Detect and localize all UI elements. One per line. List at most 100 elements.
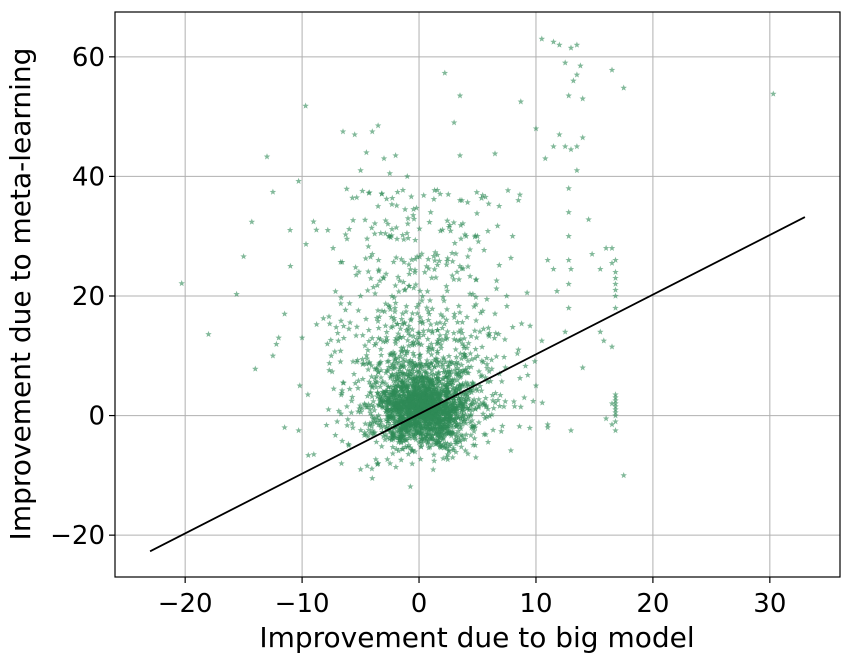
scatter-point <box>337 317 345 324</box>
scatter-point <box>368 465 376 472</box>
scatter-point <box>400 398 408 405</box>
scatter-point <box>375 324 382 331</box>
scatter-point <box>453 268 461 275</box>
scatter-point <box>434 326 441 333</box>
scatter-point <box>448 432 455 439</box>
scatter-point <box>444 382 451 389</box>
scatter-point <box>459 412 466 419</box>
scatter-point <box>263 153 271 160</box>
scatter-point <box>310 218 317 225</box>
grid-lines <box>115 12 840 577</box>
scatter-point <box>375 334 382 342</box>
scatter-point <box>368 422 376 429</box>
scatter-point <box>401 376 409 383</box>
scatter-point <box>459 432 466 439</box>
scatter-point <box>452 361 460 368</box>
scatter-point <box>476 328 484 335</box>
scatter-point <box>384 220 392 227</box>
scatter-point <box>369 427 376 434</box>
scatter-point <box>488 356 495 363</box>
scatter-point <box>328 368 336 375</box>
scatter-point <box>368 401 375 409</box>
scatter-point <box>468 406 476 413</box>
scatter-point <box>382 431 389 438</box>
scatter-point <box>371 341 378 348</box>
scatter-point <box>434 251 441 258</box>
scatter-point <box>450 394 458 401</box>
scatter-point <box>397 397 405 404</box>
scatter-point <box>467 363 475 370</box>
scatter-point <box>414 339 421 346</box>
scatter-point <box>565 304 572 311</box>
scatter-point <box>418 341 425 348</box>
scatter-point <box>462 232 470 239</box>
scatter-point <box>357 426 365 434</box>
scatter-point <box>450 276 458 283</box>
scatter-point <box>454 405 461 412</box>
scatter-point <box>454 401 461 408</box>
scatter-point <box>375 369 382 376</box>
scatter-point <box>426 393 433 401</box>
scatter-point <box>286 226 294 233</box>
scatter-point <box>464 415 471 422</box>
scatter-point <box>444 328 451 335</box>
scatter-point <box>430 426 438 433</box>
scatter-point <box>441 366 448 373</box>
scatter-point <box>404 215 412 222</box>
scatter-point <box>388 201 396 208</box>
scatter-point <box>401 347 408 354</box>
scatter-point <box>426 430 433 437</box>
scatter-point <box>404 337 411 344</box>
scatter-point <box>422 423 430 430</box>
scatter-point <box>428 340 435 347</box>
scatter-point <box>382 300 389 307</box>
scatter-point <box>368 393 376 400</box>
scatter-point <box>409 211 417 219</box>
scatter-point <box>431 400 438 407</box>
scatter-point <box>467 419 474 426</box>
scatter-point <box>542 155 549 162</box>
scatter-point <box>405 422 413 429</box>
scatter-point <box>450 417 457 424</box>
scatter-point <box>419 435 426 442</box>
scatter-point <box>357 466 364 473</box>
scatter-point <box>462 431 470 438</box>
scatter-point <box>422 392 430 399</box>
scatter-point <box>433 358 441 365</box>
scatter-point <box>328 352 335 359</box>
scatter-point <box>382 322 389 329</box>
scatter-point <box>429 381 436 388</box>
scatter-point <box>367 253 374 260</box>
scatter-point <box>345 325 353 332</box>
scatter-point <box>427 401 435 408</box>
scatter-point <box>428 344 436 351</box>
scatter-point <box>493 353 500 360</box>
scatter-point <box>391 414 398 421</box>
scatter-point <box>386 428 394 435</box>
scatter-point <box>392 299 399 306</box>
scatter-point <box>389 365 397 372</box>
scatter-point <box>444 217 451 224</box>
scatter-point <box>502 364 509 371</box>
scatter-point <box>480 400 488 407</box>
scatter-point <box>435 438 442 445</box>
scatter-point <box>421 406 428 413</box>
scatter-point <box>426 218 433 225</box>
scatter-point <box>304 391 312 398</box>
scatter-point <box>332 323 340 331</box>
scatter-point <box>375 390 383 397</box>
scatter-point <box>398 384 405 391</box>
scatter-point <box>349 194 356 201</box>
scatter-point <box>371 290 379 297</box>
scatter-point <box>444 404 452 412</box>
scatter-point <box>394 336 402 343</box>
scatter-point <box>427 370 435 377</box>
scatter-point <box>388 225 396 232</box>
scatter-point <box>371 407 378 414</box>
scatter-point <box>405 411 412 418</box>
scatter-point <box>421 268 429 276</box>
scatter-point <box>395 438 402 446</box>
scatter-point <box>323 421 330 428</box>
scatter-point <box>406 397 413 404</box>
scatter-point <box>424 335 432 342</box>
